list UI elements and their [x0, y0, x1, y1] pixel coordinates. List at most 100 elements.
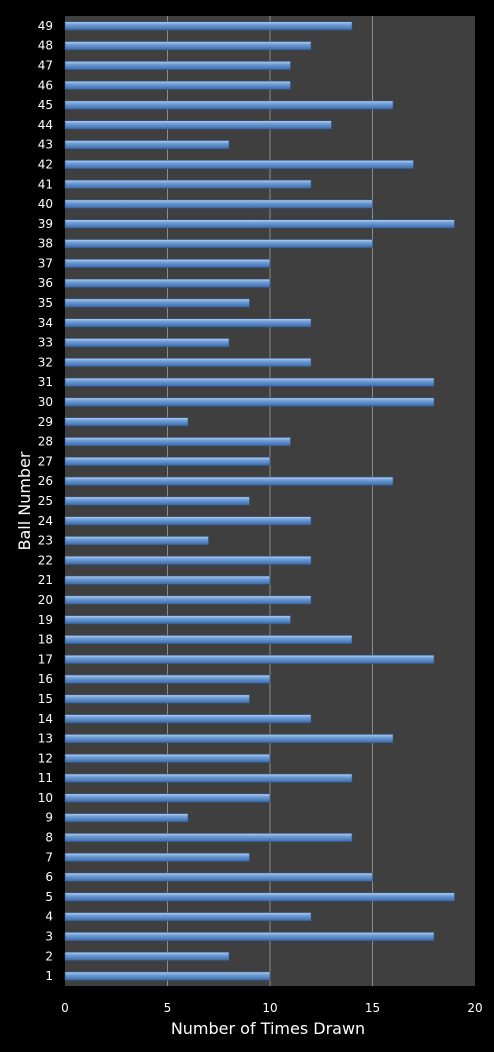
y-tick-label: 48	[38, 39, 53, 53]
bar-ball-3	[64, 932, 435, 941]
x-tick-label: 5	[164, 1001, 172, 1015]
y-tick-label: 4	[45, 910, 53, 924]
y-tick-label: 20	[38, 593, 53, 607]
bar-ball-13	[64, 734, 394, 744]
bar-ball-25	[64, 496, 250, 506]
bar-ball-27	[64, 456, 271, 466]
bar-ball-30	[64, 397, 435, 407]
y-tick-label: 49	[38, 19, 53, 33]
y-tick-label: 23	[38, 534, 53, 548]
bar-ball-23	[64, 536, 209, 546]
bar-ball-44	[64, 120, 332, 130]
y-tick-label: 30	[38, 395, 53, 409]
bar-ball-7	[64, 852, 250, 862]
bar-ball-16	[64, 674, 271, 684]
bar-ball-47	[64, 61, 291, 70]
bar-ball-45	[64, 100, 394, 110]
bar-ball-42	[64, 160, 414, 169]
y-tick-label: 34	[38, 316, 53, 330]
bar-ball-12	[64, 753, 271, 763]
x-axis-title: Number of Times Drawn	[171, 1019, 365, 1038]
bars	[64, 21, 455, 981]
y-tick-label: 6	[45, 870, 53, 884]
y-tick-label: 44	[38, 118, 53, 132]
bar-ball-8	[64, 833, 353, 842]
x-tick-label: 10	[262, 1001, 277, 1015]
bar-ball-33	[64, 338, 230, 348]
bar-ball-26	[64, 476, 394, 486]
x-tick-label: 15	[365, 1001, 380, 1015]
bar-ball-1	[64, 971, 271, 981]
y-tick-label: 39	[38, 217, 53, 231]
x-tick-label: 0	[61, 1001, 69, 1015]
bar-ball-15	[64, 694, 250, 704]
y-axis-title: Ball Number	[15, 451, 34, 550]
y-tick-label: 42	[38, 157, 53, 171]
y-tick-label: 19	[38, 613, 53, 627]
bar-ball-36	[64, 278, 271, 288]
y-tick-label: 7	[45, 850, 53, 864]
bar-ball-35	[64, 298, 250, 308]
y-tick-label: 2	[45, 949, 53, 963]
y-tick-label: 37	[38, 256, 53, 270]
x-tick-labels: 0 5 10 15 20	[61, 1001, 482, 1015]
y-tick-label: 33	[38, 336, 53, 350]
y-tick-label: 28	[38, 435, 53, 449]
bar-ball-18	[64, 635, 353, 645]
y-tick-label: 27	[38, 454, 53, 468]
bar-ball-31	[64, 377, 435, 387]
y-tick-label: 22	[38, 553, 53, 567]
bar-ball-20	[64, 595, 312, 605]
y-tick-label: 3	[45, 930, 53, 944]
y-tick-label: 15	[38, 692, 53, 706]
y-tick-label: 13	[38, 732, 53, 746]
bar-ball-40	[64, 199, 373, 209]
bar-ball-2	[64, 951, 230, 961]
bar-ball-32	[64, 357, 312, 367]
y-tick-label: 38	[38, 237, 53, 251]
bar-ball-38	[64, 239, 373, 249]
bar-ball-17	[64, 654, 435, 664]
bar-ball-37	[64, 258, 271, 268]
bar-ball-9	[64, 813, 189, 823]
y-tick-label: 8	[45, 831, 53, 845]
x-tick-label: 20	[467, 1001, 482, 1015]
bar-ball-4	[64, 912, 312, 922]
bar-ball-43	[64, 140, 230, 150]
y-tick-label: 24	[38, 514, 53, 528]
y-tick-label: 11	[38, 771, 53, 785]
y-tick-label: 1	[45, 969, 53, 983]
bar-ball-22	[64, 555, 312, 565]
bar-ball-21	[64, 575, 271, 585]
y-tick-label: 31	[38, 375, 53, 389]
bar-ball-48	[64, 41, 312, 51]
bar-ball-5	[64, 892, 455, 902]
y-tick-label: 26	[38, 474, 53, 488]
y-tick-label: 32	[38, 355, 53, 369]
y-tick-label: 12	[38, 751, 53, 765]
y-tick-label: 9	[45, 811, 53, 825]
y-tick-labels: 1234567891011121314151617181920212223242…	[38, 19, 53, 983]
y-tick-label: 36	[38, 276, 53, 290]
bar-ball-49	[64, 21, 353, 31]
y-tick-label: 29	[38, 415, 53, 429]
y-tick-label: 5	[45, 890, 53, 904]
bar-ball-11	[64, 773, 353, 783]
y-tick-label: 25	[38, 494, 53, 508]
y-tick-label: 16	[38, 672, 53, 686]
bar-ball-10	[64, 793, 271, 803]
y-tick-label: 46	[38, 78, 53, 92]
y-tick-label: 21	[38, 573, 53, 587]
bar-ball-41	[64, 179, 312, 189]
bar-ball-14	[64, 714, 312, 724]
y-tick-label: 41	[38, 177, 53, 191]
y-tick-label: 17	[38, 652, 53, 666]
y-tick-label: 43	[38, 138, 53, 152]
y-tick-label: 35	[38, 296, 53, 310]
bar-ball-34	[64, 318, 312, 328]
y-tick-label: 47	[38, 58, 53, 72]
y-tick-label: 40	[38, 197, 53, 211]
bar-ball-6	[64, 872, 373, 882]
y-tick-label: 14	[38, 712, 53, 726]
